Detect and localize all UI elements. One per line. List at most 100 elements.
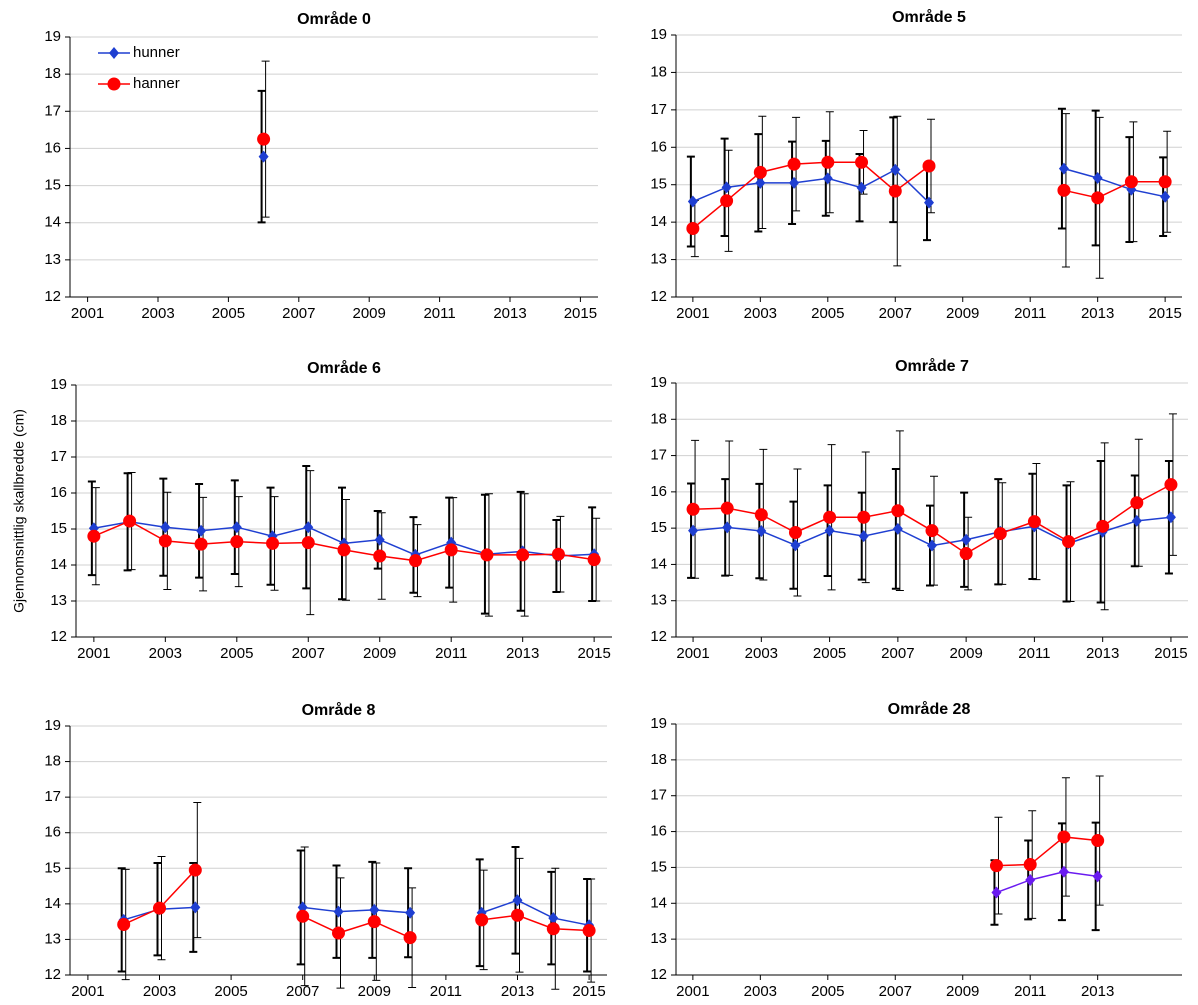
x-tick-label: 2005 bbox=[214, 983, 247, 1000]
y-tick-label: 19 bbox=[650, 26, 667, 43]
marker bbox=[367, 915, 381, 929]
marker bbox=[551, 547, 565, 561]
marker bbox=[821, 155, 835, 169]
series-line bbox=[996, 870, 1098, 894]
y-tick-label: 16 bbox=[44, 139, 61, 156]
chart-title: Område 8 bbox=[302, 701, 376, 719]
x-tick-label: 2007 bbox=[879, 983, 912, 1000]
y-tick-label: 16 bbox=[50, 484, 67, 501]
y-tick-label: 15 bbox=[650, 519, 667, 536]
marker bbox=[475, 913, 489, 927]
x-tick-label: 2013 bbox=[1086, 645, 1119, 662]
legend-label: hunner bbox=[133, 44, 180, 61]
x-tick-label: 2005 bbox=[212, 305, 245, 322]
marker bbox=[194, 537, 208, 551]
marker bbox=[373, 549, 387, 563]
marker bbox=[582, 924, 596, 938]
marker bbox=[1057, 183, 1071, 197]
legend-marker bbox=[107, 77, 121, 91]
marker bbox=[153, 901, 166, 915]
y-tick-label: 12 bbox=[44, 966, 61, 983]
marker bbox=[688, 524, 699, 537]
marker bbox=[1092, 870, 1103, 883]
y-tick-label: 15 bbox=[650, 176, 667, 193]
marker bbox=[480, 548, 494, 562]
y-tick-label: 17 bbox=[50, 448, 67, 465]
y-tick-label: 14 bbox=[650, 894, 667, 911]
x-tick-label: 2011 bbox=[1014, 305, 1046, 322]
marker bbox=[158, 534, 172, 548]
y-tick-label: 13 bbox=[44, 251, 61, 268]
marker bbox=[258, 150, 269, 163]
marker bbox=[686, 502, 700, 516]
panel: Område 8 12 13 14 15 16 17 18 19 2001 2003 2005 2007… bbox=[44, 701, 607, 1000]
marker bbox=[408, 554, 422, 568]
y-tick-label: 15 bbox=[650, 858, 667, 875]
marker bbox=[332, 926, 345, 940]
marker bbox=[337, 543, 351, 557]
x-tick-label: 2003 bbox=[744, 983, 777, 1000]
marker bbox=[87, 529, 101, 543]
marker bbox=[722, 521, 733, 534]
x-tick-label: 2005 bbox=[220, 645, 253, 662]
x-tick-label: 2013 bbox=[1081, 983, 1114, 1000]
y-tick-label: 13 bbox=[50, 592, 67, 609]
marker bbox=[160, 521, 171, 534]
x-tick-label: 2001 bbox=[71, 305, 104, 322]
marker bbox=[720, 501, 734, 515]
x-tick-label: 2011 bbox=[1018, 645, 1050, 662]
marker bbox=[405, 906, 416, 919]
x-tick-label: 2015 bbox=[572, 983, 605, 1000]
x-tick-label: 2005 bbox=[811, 305, 844, 322]
y-tick-label: 16 bbox=[650, 138, 667, 155]
x-tick-label: 2009 bbox=[946, 983, 979, 1000]
marker bbox=[858, 530, 869, 543]
x-tick-label: 2003 bbox=[745, 645, 778, 662]
x-tick-label: 2001 bbox=[676, 645, 709, 662]
y-tick-label: 19 bbox=[50, 376, 67, 393]
marker bbox=[1092, 171, 1103, 184]
marker bbox=[444, 543, 458, 557]
series-line bbox=[692, 167, 1166, 204]
marker bbox=[333, 905, 344, 918]
y-tick-label: 15 bbox=[44, 177, 61, 194]
panel: Område 7 12 13 14 15 16 17 18 19 2001 2003 2005 2007… bbox=[650, 357, 1188, 662]
marker bbox=[1165, 511, 1176, 524]
x-tick-label: 2001 bbox=[71, 983, 104, 1000]
x-tick-label: 2015 bbox=[577, 645, 610, 662]
marker bbox=[231, 521, 242, 534]
x-tick-label: 2009 bbox=[946, 305, 979, 322]
y-tick-label: 12 bbox=[50, 628, 67, 645]
y-tick-label: 14 bbox=[44, 214, 61, 231]
marker bbox=[369, 903, 380, 916]
chart-title: Område 6 bbox=[307, 359, 381, 377]
y-tick-label: 15 bbox=[44, 859, 61, 876]
x-tick-label: 2007 bbox=[879, 305, 912, 322]
x-tick-label: 2003 bbox=[149, 645, 182, 662]
x-tick-label: 2015 bbox=[1148, 305, 1181, 322]
marker bbox=[548, 912, 559, 925]
marker bbox=[1124, 175, 1138, 189]
marker bbox=[1091, 191, 1105, 205]
marker bbox=[190, 901, 201, 914]
marker bbox=[1160, 190, 1171, 203]
marker bbox=[790, 539, 801, 552]
marker bbox=[117, 917, 131, 931]
marker bbox=[687, 195, 698, 208]
x-tick-label: 2013 bbox=[493, 305, 526, 322]
marker bbox=[891, 504, 905, 518]
x-tick-label: 2003 bbox=[744, 305, 777, 322]
y-tick-label: 18 bbox=[650, 751, 667, 768]
marker bbox=[230, 535, 244, 549]
marker bbox=[1164, 478, 1178, 492]
panel: Område 5 12 13 14 15 16 17 18 19 2001 2003 2005 2007… bbox=[650, 8, 1182, 322]
marker bbox=[403, 931, 417, 945]
marker bbox=[257, 132, 271, 146]
x-tick-label: 2009 bbox=[353, 305, 386, 322]
x-tick-label: 2003 bbox=[143, 983, 176, 1000]
x-tick-label: 2001 bbox=[77, 645, 110, 662]
y-tick-label: 19 bbox=[650, 715, 667, 732]
legend-label: hanner bbox=[133, 75, 180, 92]
marker bbox=[1025, 873, 1036, 886]
